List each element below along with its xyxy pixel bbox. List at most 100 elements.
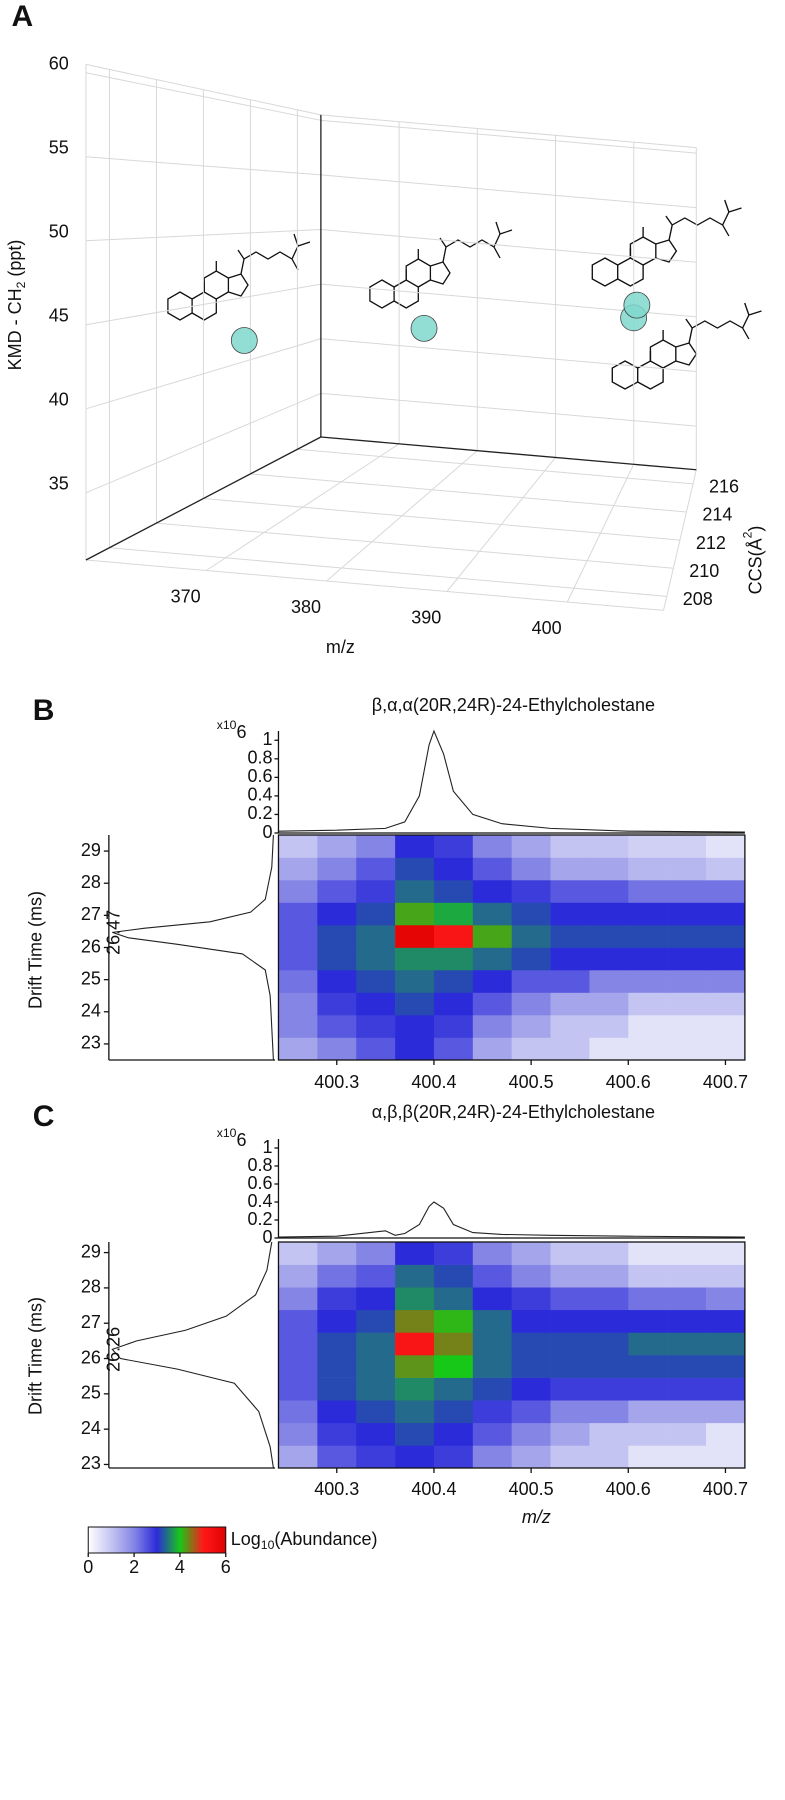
- heatmap-cell: [472, 880, 512, 903]
- heatmap-cell: [317, 1422, 357, 1446]
- y-tick-label: 27: [81, 904, 101, 924]
- heatmap-cell: [395, 902, 435, 926]
- heatmap-cell: [589, 1287, 629, 1311]
- x-tick-label: 400.6: [606, 1479, 651, 1499]
- y-tick-label: 1: [262, 1137, 272, 1157]
- heatmap-cell: [589, 1377, 629, 1401]
- heatmap-cell: [706, 902, 746, 926]
- grid-line: [85, 72, 321, 121]
- heatmap-cell: [278, 1309, 318, 1333]
- heatmap-cell: [706, 1445, 746, 1469]
- heatmap-cell: [511, 1242, 551, 1265]
- x-tick-label: 400.4: [411, 1072, 456, 1092]
- heatmap-cell: [511, 1015, 551, 1038]
- heatmap-cell: [433, 880, 474, 903]
- heatmap-cell: [667, 1309, 707, 1333]
- heatmap-cell: [667, 1355, 707, 1378]
- heatmap-cell: [278, 1422, 318, 1446]
- heatmap-cell: [278, 1400, 318, 1424]
- x-tick-label: 400: [532, 618, 562, 638]
- heatmap-cell: [511, 947, 551, 971]
- heatmap-cell: [433, 1287, 474, 1311]
- heatmap-cell: [706, 1242, 746, 1265]
- heatmap-cell: [511, 902, 551, 926]
- y-tick-label: 26: [81, 936, 101, 956]
- heatmap-cell: [472, 947, 512, 971]
- colorbar-label-part: (Abundance): [274, 1529, 377, 1549]
- heatmap-cell: [356, 1355, 396, 1378]
- y-tick-label: 29: [81, 1241, 101, 1261]
- heatmap-cell: [628, 857, 668, 881]
- heatmap-cell: [511, 992, 551, 1016]
- heatmap-cell: [628, 1309, 668, 1333]
- y-tick-label: 0.2: [247, 1209, 272, 1229]
- heatmap-cell: [706, 1400, 746, 1424]
- colorbar-tick-label: 6: [221, 1557, 231, 1577]
- heatmap-cell: [395, 1309, 435, 1333]
- heatmap-cell: [550, 1037, 590, 1061]
- heatmap-cell: [706, 1264, 746, 1288]
- y-tick-label: 23: [81, 1033, 101, 1053]
- heatmap-cell: [667, 1400, 707, 1424]
- grid-line: [203, 498, 680, 541]
- heatmap-cell: [628, 1037, 668, 1061]
- heatmap-cell: [356, 1037, 396, 1061]
- heatmap-cell: [395, 1445, 435, 1469]
- y-tick-label: 27: [81, 1312, 101, 1332]
- heatmap-cell: [550, 1355, 590, 1378]
- heatmap-cell: [589, 925, 629, 948]
- x-tick-label: 400.3: [314, 1479, 359, 1499]
- y-axis-label: Drift Time (ms): [25, 1297, 45, 1415]
- heatmap-cell: [589, 1422, 629, 1446]
- heatmap-cell: [511, 1377, 551, 1401]
- z-axis-label-part: KMD - CH: [5, 288, 25, 370]
- heatmap-cell: [706, 1377, 746, 1401]
- heatmap-cell: [667, 1287, 707, 1311]
- y-tick-label: 0.6: [247, 766, 272, 786]
- heatmap-cell: [667, 857, 707, 881]
- y-tick-label: 28: [81, 872, 101, 892]
- y-tick-label: 28: [81, 1277, 101, 1297]
- z-axis-label: KMD - CH2 (ppt): [5, 240, 28, 371]
- heatmap-cell: [317, 1242, 357, 1265]
- heatmap-cell: [433, 1377, 474, 1401]
- heatmap-cell: [395, 880, 435, 903]
- heatmap-cell: [589, 1015, 629, 1038]
- molecule: [369, 221, 513, 309]
- spectrum-trace: [278, 729, 745, 833]
- heatmap-cell: [278, 1242, 318, 1265]
- data-point: [623, 291, 651, 319]
- heatmap-cell: [317, 1332, 357, 1356]
- heatmap-cell: [278, 880, 318, 903]
- heatmap-cell: [278, 1377, 318, 1401]
- heatmap-cell: [589, 1332, 629, 1356]
- heatmap-cell: [589, 1445, 629, 1469]
- x-tick-label: 400.5: [509, 1072, 554, 1092]
- scale-label-part: x10: [217, 718, 237, 732]
- heatmap-cell: [395, 1355, 435, 1378]
- heatmap-cell: [589, 1242, 629, 1265]
- grid-line: [250, 473, 687, 513]
- heatmap-cell: [395, 1015, 435, 1038]
- scale-label: x106: [217, 718, 247, 742]
- heatmap-cell: [589, 857, 629, 881]
- heatmap-cell: [317, 925, 357, 948]
- z-tick-label: 55: [49, 138, 69, 158]
- heatmap-cell: [628, 1377, 668, 1401]
- heatmap-cell: [356, 1377, 396, 1401]
- colorbar-tick-label: 0: [83, 1557, 93, 1577]
- grid-line: [85, 392, 322, 494]
- grid-line: [320, 119, 697, 154]
- y-tick-label: 212: [696, 533, 726, 553]
- heatmap-cell: [433, 902, 474, 926]
- heatmap-cell: [706, 1332, 746, 1356]
- heatmap-cell: [278, 902, 318, 926]
- y-tick-label: 25: [81, 968, 101, 988]
- heatmap-cell: [433, 1242, 474, 1265]
- heatmap-cell: [628, 835, 668, 858]
- heatmap-cell: [589, 902, 629, 926]
- heatmap-cell: [433, 1037, 474, 1061]
- y-tick-label: 0.4: [247, 1191, 272, 1211]
- heatmap-cell: [395, 925, 435, 948]
- heatmap-cell: [550, 835, 590, 858]
